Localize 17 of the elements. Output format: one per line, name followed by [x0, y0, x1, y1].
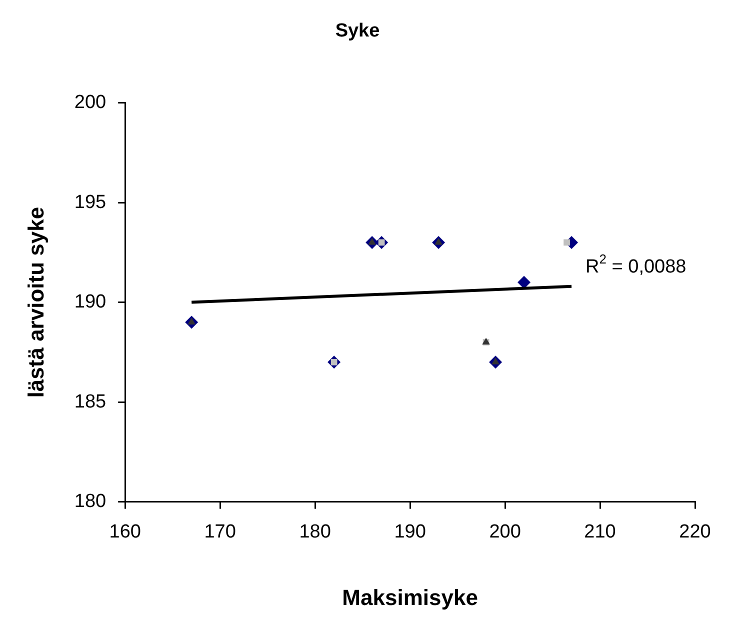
y-axis-title: lästä arvioitu syke — [23, 206, 48, 398]
y-tick-label: 195 — [74, 192, 106, 213]
y-tick-label: 190 — [74, 292, 106, 313]
x-tick-label: 200 — [489, 521, 521, 542]
y-tick-label: 185 — [74, 391, 106, 412]
x-tick-label: 160 — [109, 521, 141, 542]
x-tick-label: 210 — [584, 521, 616, 542]
x-tick-label: 220 — [679, 521, 711, 542]
x-tick-label: 190 — [394, 521, 426, 542]
point — [564, 239, 570, 246]
x-tick-label: 170 — [204, 521, 236, 542]
point — [518, 276, 531, 289]
y-tick-label: 180 — [74, 491, 106, 512]
chart-title: Syke — [335, 20, 380, 42]
x-tick-label: 180 — [299, 521, 331, 542]
x-axis-title: Maksimisyke — [342, 584, 478, 610]
y-tick-label: 200 — [74, 92, 106, 114]
